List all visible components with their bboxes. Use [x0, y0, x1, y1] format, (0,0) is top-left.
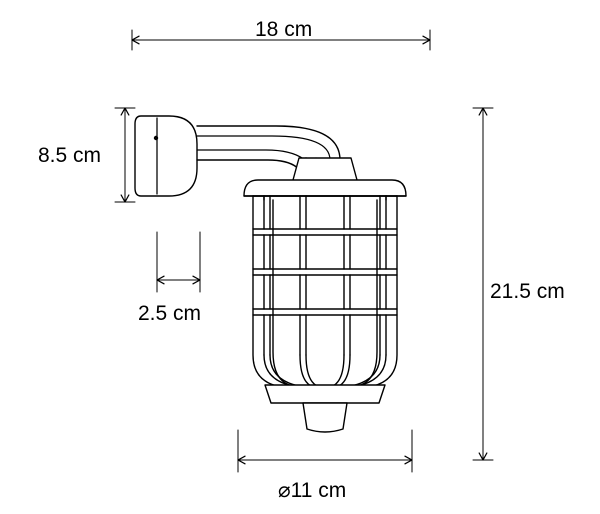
dim-top-width: 18 cm [255, 18, 312, 42]
lamp-dimension-drawing [0, 0, 600, 514]
dim-diameter: ⌀11 cm [278, 478, 346, 503]
dim-left-height: 8.5 cm [38, 144, 101, 168]
dim-right-height: 21.5 cm [490, 280, 565, 304]
dim-depth: 2.5 cm [138, 302, 201, 326]
